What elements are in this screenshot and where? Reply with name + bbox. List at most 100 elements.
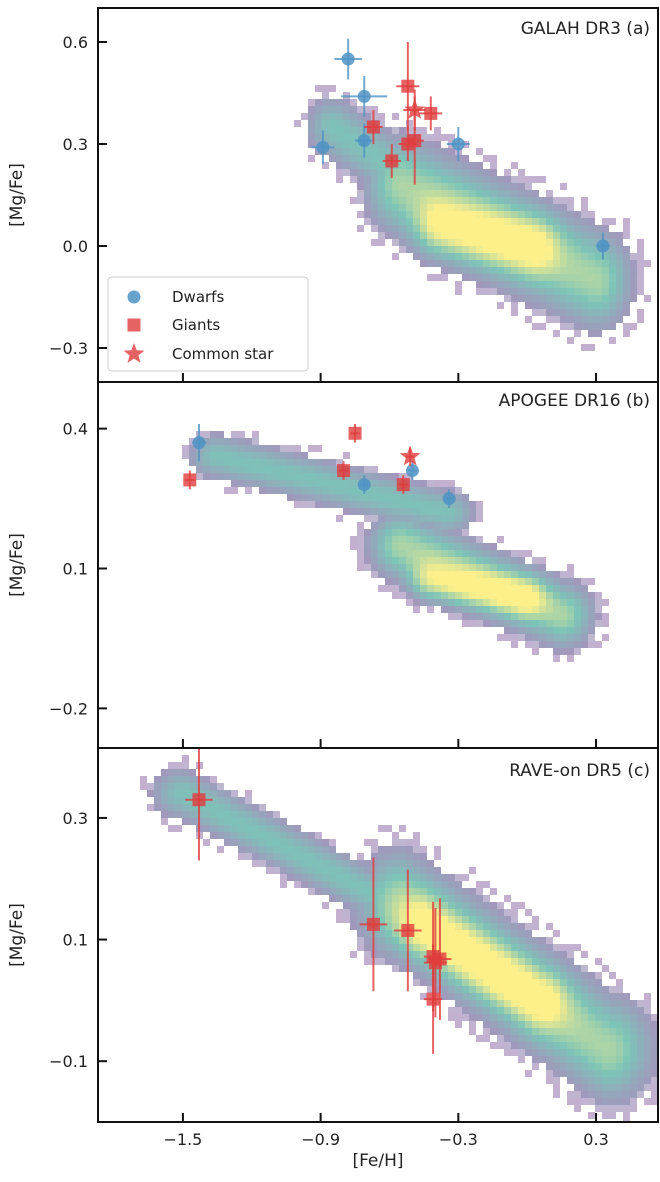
density-cell bbox=[406, 239, 413, 246]
density-cell bbox=[168, 762, 175, 769]
density-cell bbox=[371, 937, 378, 944]
density-cell bbox=[385, 487, 392, 494]
density-cell bbox=[539, 557, 546, 564]
density-cell bbox=[364, 895, 371, 902]
density-cell bbox=[476, 951, 483, 958]
density-cell bbox=[280, 466, 287, 473]
density-cell bbox=[490, 162, 497, 169]
density-cell bbox=[455, 958, 462, 965]
density-cell bbox=[315, 867, 322, 874]
density-cell bbox=[420, 557, 427, 564]
density-cell bbox=[217, 790, 224, 797]
density-cell bbox=[637, 1049, 644, 1056]
density-cell bbox=[406, 204, 413, 211]
density-cell bbox=[616, 1056, 623, 1063]
density-cell bbox=[343, 867, 350, 874]
density-cell bbox=[427, 501, 434, 508]
density-cell bbox=[511, 190, 518, 197]
density-cell bbox=[434, 902, 441, 909]
density-cell bbox=[553, 239, 560, 246]
density-cell bbox=[448, 578, 455, 585]
density-cell bbox=[217, 797, 224, 804]
density-cell bbox=[567, 309, 574, 316]
density-cell bbox=[350, 134, 357, 141]
density-cell bbox=[462, 972, 469, 979]
density-cell bbox=[609, 986, 616, 993]
density-cell bbox=[574, 592, 581, 599]
density-cell bbox=[595, 592, 602, 599]
density-cell bbox=[560, 648, 567, 655]
density-cell bbox=[602, 1042, 609, 1049]
density-cell bbox=[210, 811, 217, 818]
density-cell bbox=[462, 613, 469, 620]
density-cell bbox=[539, 965, 546, 972]
density-cell bbox=[315, 113, 322, 120]
density-cell bbox=[434, 522, 441, 529]
density-cell bbox=[476, 993, 483, 1000]
density-cell bbox=[462, 578, 469, 585]
density-cell bbox=[161, 776, 168, 783]
density-cell bbox=[287, 825, 294, 832]
density-cell bbox=[189, 776, 196, 783]
legend-common-star-label: Common star bbox=[172, 345, 274, 363]
density-cell bbox=[210, 466, 217, 473]
density-cell bbox=[350, 480, 357, 487]
density-cell bbox=[406, 592, 413, 599]
density-cell bbox=[574, 295, 581, 302]
density-cell bbox=[231, 839, 238, 846]
density-cell bbox=[420, 571, 427, 578]
density-cell bbox=[623, 1007, 630, 1014]
density-cell bbox=[385, 951, 392, 958]
density-cell bbox=[644, 1056, 651, 1063]
density-cell bbox=[469, 211, 476, 218]
density-cell bbox=[329, 459, 336, 466]
density-cell bbox=[427, 972, 434, 979]
density-cell bbox=[469, 951, 476, 958]
density-cell bbox=[364, 902, 371, 909]
density-cell bbox=[434, 529, 441, 536]
density-cell bbox=[588, 1007, 595, 1014]
density-cell bbox=[448, 543, 455, 550]
density-cell bbox=[567, 993, 574, 1000]
density-cell bbox=[308, 846, 315, 853]
density-cell bbox=[259, 853, 266, 860]
density-cell bbox=[399, 564, 406, 571]
density-cell bbox=[448, 260, 455, 267]
density-cell bbox=[392, 937, 399, 944]
density-cell bbox=[462, 501, 469, 508]
density-cell bbox=[511, 930, 518, 937]
density-cell bbox=[553, 1000, 560, 1007]
density-cell bbox=[196, 473, 203, 480]
density-cell bbox=[630, 1070, 637, 1077]
density-cell bbox=[553, 1063, 560, 1070]
density-cell bbox=[490, 888, 497, 895]
density-cell bbox=[315, 888, 322, 895]
giant-point bbox=[401, 923, 415, 937]
density-cell bbox=[413, 148, 420, 155]
density-cell bbox=[392, 508, 399, 515]
density-cell bbox=[623, 1028, 630, 1035]
density-cell bbox=[399, 522, 406, 529]
density-cell bbox=[364, 557, 371, 564]
density-cell bbox=[357, 881, 364, 888]
density-cell bbox=[434, 218, 441, 225]
density-cell bbox=[476, 536, 483, 543]
density-cell bbox=[238, 431, 245, 438]
density-cell bbox=[315, 487, 322, 494]
density-cell bbox=[518, 1049, 525, 1056]
density-cell bbox=[392, 239, 399, 246]
density-cell bbox=[161, 818, 168, 825]
density-cell bbox=[322, 459, 329, 466]
density-cell bbox=[574, 316, 581, 323]
density-cell bbox=[546, 592, 553, 599]
density-cell bbox=[336, 176, 343, 183]
density-cell bbox=[581, 281, 588, 288]
legend-box bbox=[107, 276, 309, 372]
density-cell bbox=[448, 155, 455, 162]
density-cell bbox=[406, 937, 413, 944]
density-cell bbox=[483, 246, 490, 253]
density-cell bbox=[462, 169, 469, 176]
density-cell bbox=[462, 232, 469, 239]
density-cell bbox=[595, 1028, 602, 1035]
density-cell bbox=[357, 183, 364, 190]
